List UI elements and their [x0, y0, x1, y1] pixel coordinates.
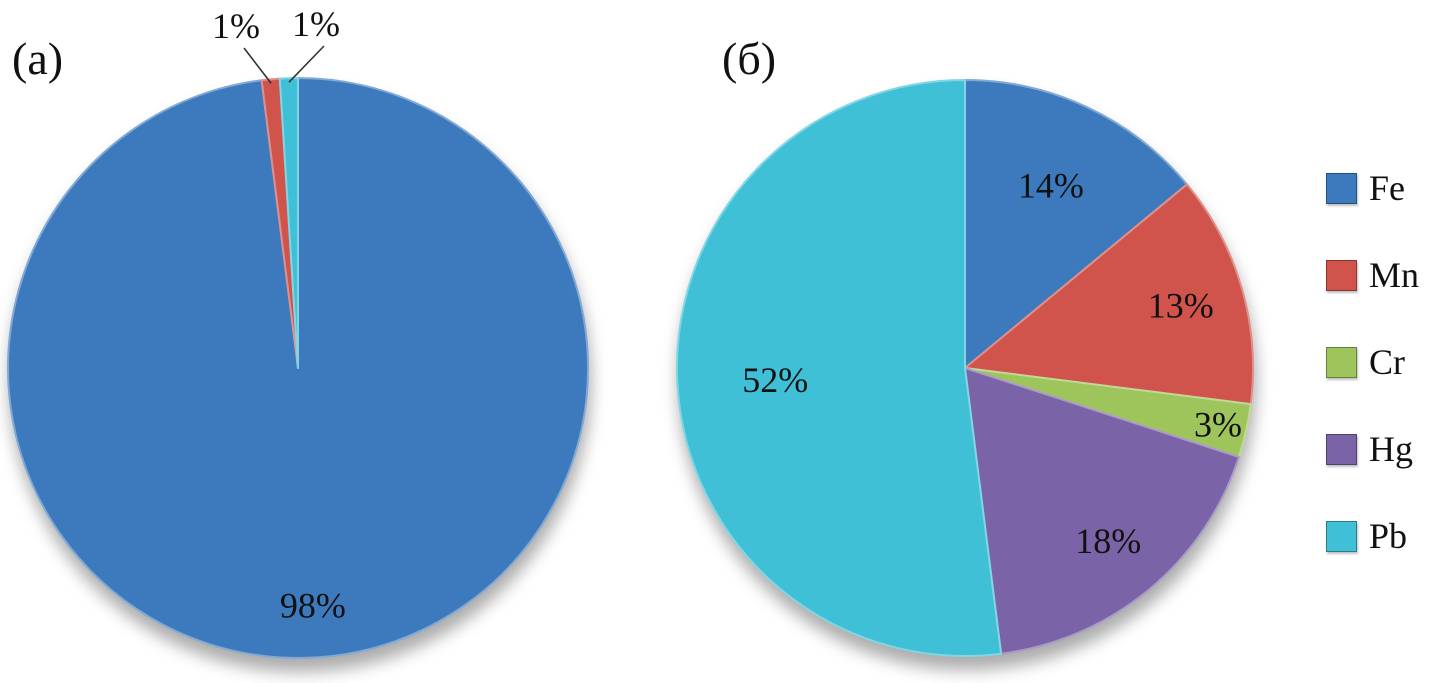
pie-slice-pb — [278, 77, 299, 369]
legend-item-mn: Mn — [1326, 257, 1419, 293]
slice-label-inside: 98% — [280, 585, 346, 625]
pie-slice-fe — [964, 79, 1188, 369]
legend-item-hg: Hg — [1326, 431, 1419, 467]
slice-label-inside: 13% — [1148, 285, 1214, 325]
panel-label-a: (а) — [12, 33, 64, 84]
slice-label-outside: 1% — [212, 6, 260, 46]
legend-label-cr: Cr — [1369, 342, 1405, 382]
pie-slice-hg — [964, 367, 1240, 655]
slice-label-inside: 52% — [742, 360, 808, 400]
leader-line — [243, 47, 272, 84]
legend-label-hg: Hg — [1369, 429, 1413, 469]
legend-label-pb: Pb — [1369, 516, 1408, 556]
legend-swatch-cr — [1326, 346, 1357, 378]
legend-swatch-hg — [1326, 433, 1357, 465]
leader-line — [288, 45, 325, 83]
panel-label-b: (б) — [722, 33, 777, 84]
legend-swatch-fe — [1326, 172, 1357, 204]
slice-label-outside: 1% — [292, 4, 340, 44]
legend: Fe Mn Cr Hg Pb — [1326, 170, 1419, 554]
legend-label-mn: Mn — [1369, 255, 1420, 295]
legend-item-cr: Cr — [1326, 344, 1419, 380]
slice-label-inside: 14% — [1018, 166, 1084, 206]
pie-b: 14% 13% 3% 18% 52% — [676, 79, 1254, 657]
pie-slice-mn — [964, 183, 1254, 406]
legend-swatch-mn — [1326, 259, 1357, 291]
slice-label-inside: 3% — [1194, 405, 1242, 445]
pie-a: 98% 1% 1% — [7, 4, 589, 659]
legend-item-pb: Pb — [1326, 518, 1419, 554]
legend-label-fe: Fe — [1369, 168, 1405, 208]
pie-slice-pb — [676, 79, 1003, 657]
slice-label-inside: 18% — [1075, 521, 1141, 561]
legend-item-fe: Fe — [1326, 170, 1419, 206]
legend-swatch-pb — [1326, 520, 1357, 552]
